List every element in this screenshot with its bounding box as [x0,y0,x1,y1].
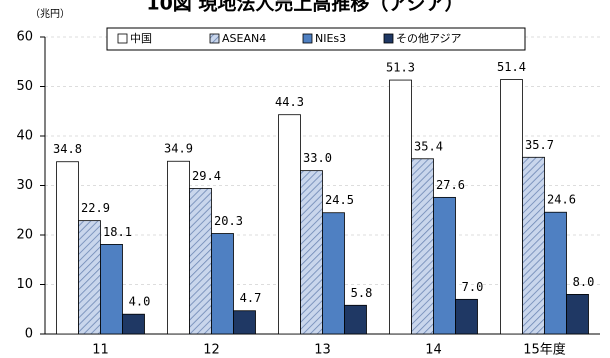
bar [522,156,545,335]
value-label: 27.6 [436,178,465,192]
legend: 中国 ASEAN4 NIEs3 その他アジア [106,27,526,51]
value-label: 22.9 [81,201,110,215]
bar [300,170,323,335]
value-label: 24.6 [547,193,576,207]
bar [56,161,79,335]
y-unit: （兆円） [30,8,70,20]
legend-swatch [117,33,128,44]
value-label: 18.1 [103,225,132,239]
value-label: 51.4 [497,60,526,74]
y-tick-label: 10 [16,277,33,292]
legend-label: 中国 [130,32,152,45]
value-label: 20.3 [214,214,243,228]
x-tick-label: 11 [92,343,109,358]
value-label: 29.4 [192,169,221,183]
bar [500,79,523,335]
value-label: 5.8 [351,286,373,300]
value-label: 24.5 [325,193,354,207]
value-label: 34.8 [53,142,82,156]
bar [455,298,478,335]
bar [544,211,567,335]
bar [278,114,301,335]
bar [189,188,212,335]
legend-swatch [383,33,394,44]
bar [433,196,456,335]
bar [322,212,345,335]
legend-swatch [302,33,313,44]
legend-swatch [209,33,220,44]
y-tick-label: 20 [16,228,33,243]
value-label: 8.0 [573,275,595,289]
value-label: 4.7 [240,291,262,305]
value-label: 35.7 [525,138,554,152]
bar [344,304,367,335]
value-label: 44.3 [275,95,304,109]
x-tick-label: 14 [425,343,442,358]
y-tick-label: 40 [16,129,33,144]
bar [122,313,145,335]
value-label: 33.0 [303,151,332,165]
y-tick-label: 50 [16,79,33,94]
y-tick-label: 60 [16,30,33,45]
chart-title: 10図 現地法人売上高推移（アジア） [146,0,463,15]
x-tick-label: 12 [203,343,220,358]
bar [100,244,123,335]
bar [167,160,190,335]
bar [233,310,256,335]
value-label: 35.4 [414,139,443,153]
bar [211,233,234,335]
y-tick-label: 30 [16,178,33,193]
bar [78,220,101,335]
value-label: 7.0 [462,280,484,294]
legend-label: ASEAN4 [222,32,266,45]
bar [566,293,589,335]
y-tick-label: 0 [25,327,33,342]
bar [389,79,412,335]
x-tick-label: 13 [314,343,331,358]
bar [411,158,434,335]
x-tick-label: 15年度 [523,342,566,358]
value-label: 4.0 [129,295,151,309]
value-label: 34.9 [164,142,193,156]
legend-label: その他アジア [396,32,462,45]
value-label: 51.3 [386,61,415,75]
legend-box [106,27,526,51]
legend-label: NIEs3 [315,32,346,45]
